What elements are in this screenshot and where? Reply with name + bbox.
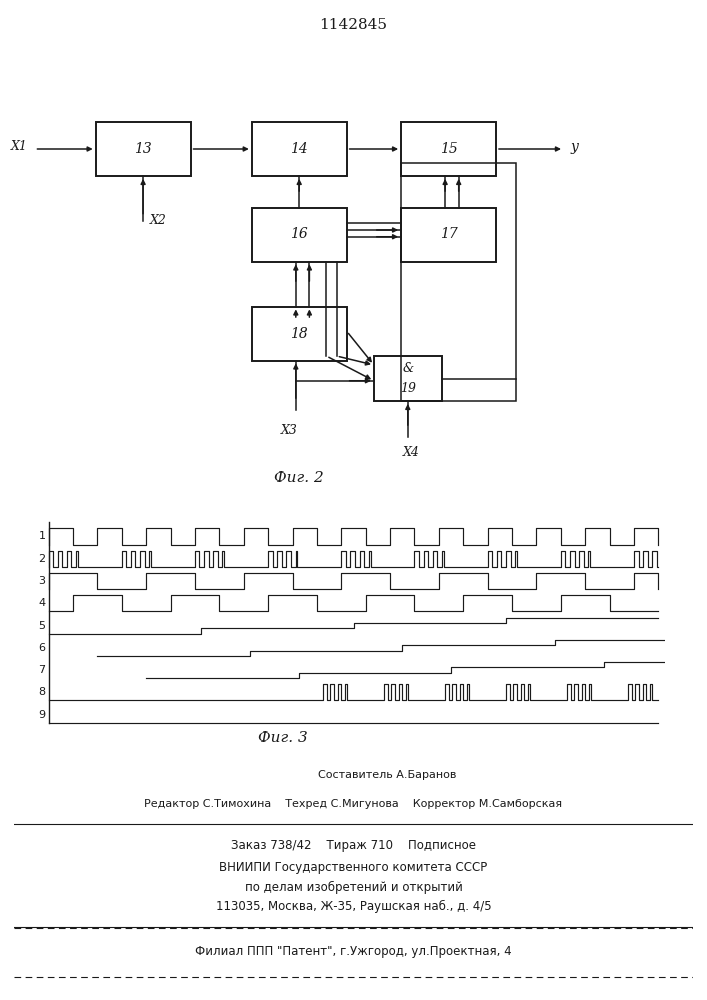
Text: Фиг. 3: Фиг. 3 <box>258 731 308 745</box>
Text: &: & <box>402 362 414 375</box>
Text: X1: X1 <box>11 140 28 153</box>
Text: 9: 9 <box>38 710 45 720</box>
Text: Заказ 738/42    Тираж 710    Подписное: Заказ 738/42 Тираж 710 Подписное <box>231 839 476 852</box>
Text: 14: 14 <box>291 142 308 156</box>
Bar <box>252 208 346 261</box>
Bar <box>401 162 516 401</box>
Text: 17: 17 <box>440 228 457 241</box>
Text: ВНИИПИ Государственного комитета СССР: ВНИИПИ Государственного комитета СССР <box>219 861 488 874</box>
Text: X4: X4 <box>403 446 420 459</box>
Text: Составитель А.Баранов: Составитель А.Баранов <box>318 770 457 780</box>
Bar <box>252 306 346 360</box>
Bar <box>95 122 191 176</box>
Text: по делам изобретений и открытий: по делам изобретений и открытий <box>245 881 462 894</box>
Text: 18: 18 <box>291 326 308 340</box>
Text: Филиал ППП "Патент", г.Ужгород, ул.Проектная, 4: Филиал ППП "Патент", г.Ужгород, ул.Проек… <box>195 944 512 958</box>
Text: 6: 6 <box>38 643 45 653</box>
Text: 13: 13 <box>134 142 152 156</box>
Text: 1142845: 1142845 <box>320 18 387 32</box>
Bar <box>252 122 346 176</box>
Text: Фиг. 2: Фиг. 2 <box>274 471 324 485</box>
Text: 7: 7 <box>38 665 45 675</box>
Text: 4: 4 <box>38 598 45 608</box>
Text: 2: 2 <box>38 554 45 564</box>
Text: 113035, Москва, Ж-35, Раушская наб., д. 4/5: 113035, Москва, Ж-35, Раушская наб., д. … <box>216 900 491 913</box>
Bar <box>401 208 496 261</box>
Text: 5: 5 <box>38 621 45 631</box>
Text: 19: 19 <box>399 382 416 395</box>
Text: 3: 3 <box>38 576 45 586</box>
Text: 1: 1 <box>38 531 45 541</box>
Bar <box>374 356 442 401</box>
Text: 15: 15 <box>440 142 457 156</box>
Text: Редактор С.Тимохина    Техред С.Мигунова    Корректор М.Самборская: Редактор С.Тимохина Техред С.Мигунова Ко… <box>144 799 563 809</box>
Text: X3: X3 <box>281 424 298 436</box>
Text: y: y <box>571 140 578 154</box>
Text: X2: X2 <box>150 215 167 228</box>
Text: 8: 8 <box>38 687 45 697</box>
Text: 16: 16 <box>291 228 308 241</box>
Bar <box>401 122 496 176</box>
